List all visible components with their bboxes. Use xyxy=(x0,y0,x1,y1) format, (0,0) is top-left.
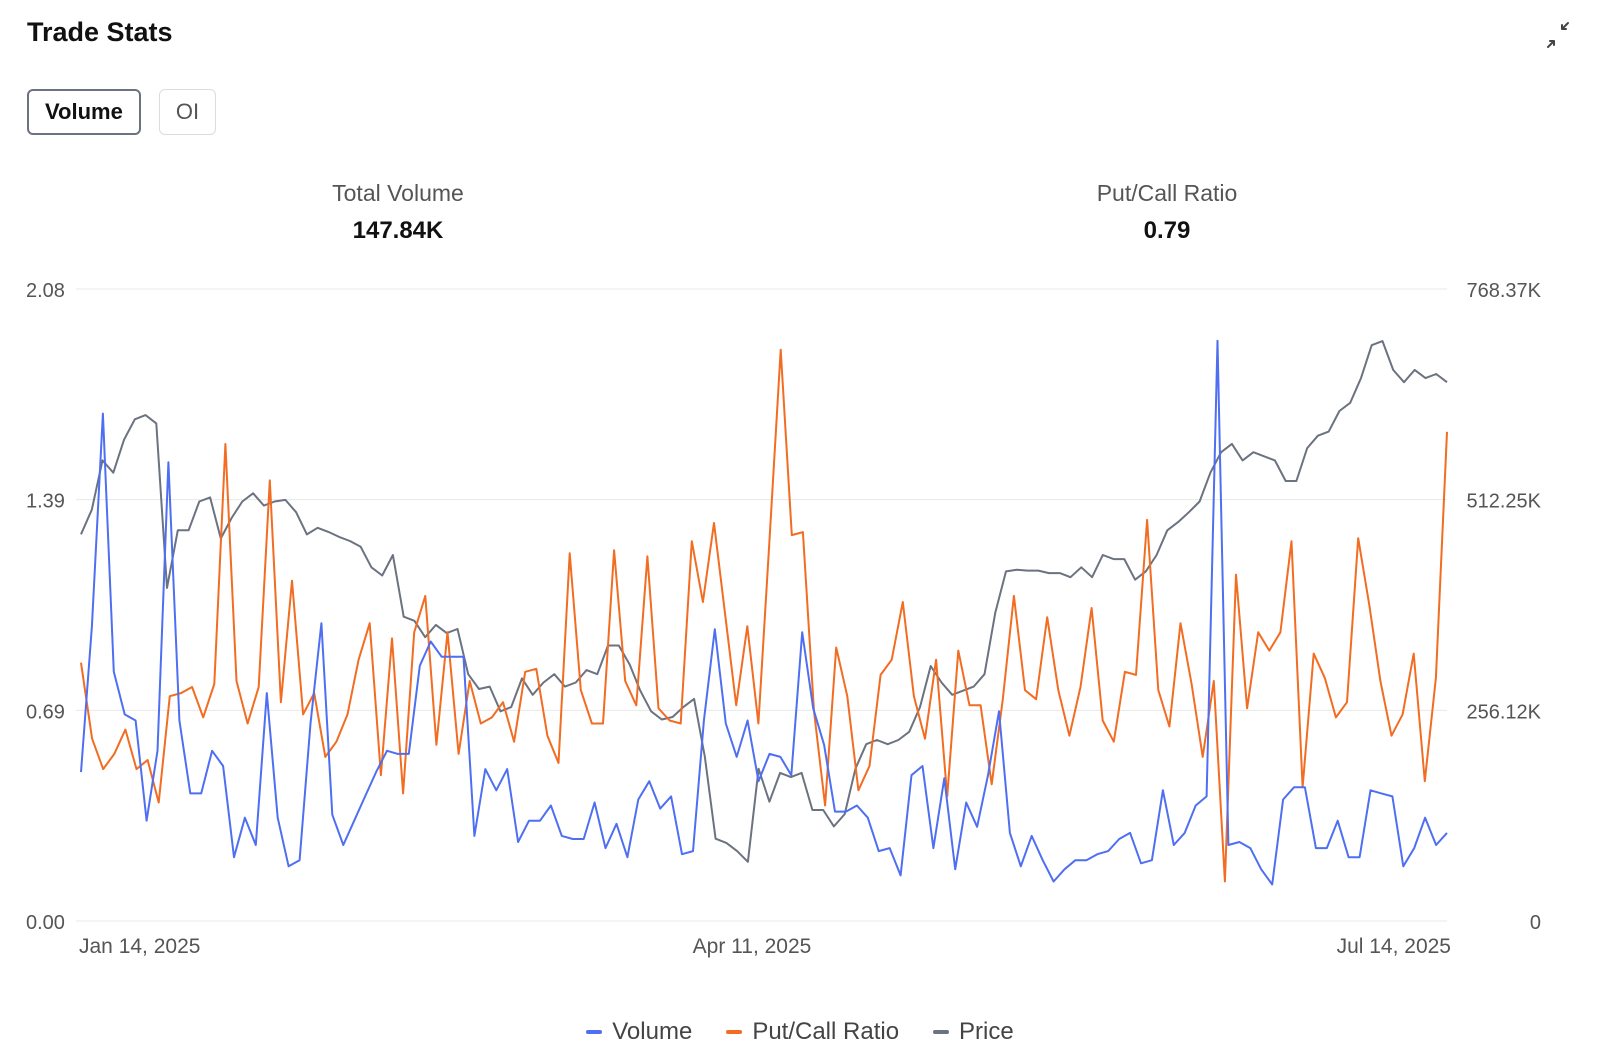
total-volume-stat: Total Volume 147.84K xyxy=(248,180,548,245)
tab-volume[interactable]: Volume xyxy=(27,89,141,135)
put-call-ratio-value: 0.79 xyxy=(1143,217,1191,244)
collapse-arrows-icon xyxy=(1547,22,1569,48)
y-right-tick-label: 768.37K xyxy=(1466,280,1541,302)
x-tick-label: Apr 11, 2025 xyxy=(693,935,812,958)
legend-label-put-call-ratio: Put/Call Ratio xyxy=(752,1018,900,1045)
y-left-tick-label: 1.39 xyxy=(26,491,65,513)
price-line xyxy=(80,340,1448,863)
y-left-tick-label: 0.69 xyxy=(26,701,65,723)
legend-swatch-price xyxy=(933,1030,950,1034)
y-right-tick-label: 256.12K xyxy=(1466,701,1541,723)
tab-bar: Volume OI xyxy=(27,89,217,135)
y-right-tick-label: 512.25K xyxy=(1466,491,1541,513)
legend-swatch-volume xyxy=(586,1030,603,1034)
x-tick-label: Jul 14, 2025 xyxy=(1337,935,1451,958)
put-call-ratio-label: Put/Call Ratio xyxy=(1096,180,1238,206)
legend-item-put-call-ratio[interactable]: Put/Call Ratio xyxy=(726,1018,899,1046)
put-call-ratio-stat: Put/Call Ratio 0.79 xyxy=(1017,180,1317,245)
legend-label-price: Price xyxy=(959,1018,1014,1045)
legend-item-volume[interactable]: Volume xyxy=(586,1018,692,1046)
collapse-button[interactable] xyxy=(1546,18,1582,54)
y-left-tick-label: 2.08 xyxy=(26,280,65,302)
legend-swatch-put-call-ratio xyxy=(726,1030,743,1034)
volume-line xyxy=(80,339,1448,886)
y-left-tick-label: 0.00 xyxy=(26,912,65,934)
y-right-tick-label: 0 xyxy=(1530,912,1541,934)
page-title: Trade Stats xyxy=(27,17,173,47)
total-volume-value: 147.84K xyxy=(352,217,444,244)
legend-item-price[interactable]: Price xyxy=(933,1018,1014,1046)
trade-stats-chart: 2.08 768.37K 1.39 512.25K 0.69 256.12K 0.00 0 Ja… xyxy=(26,280,1542,958)
chart-legend: Volume Put/Call Ratio Price xyxy=(0,1018,1600,1046)
put-call-ratio-line xyxy=(80,348,1448,883)
total-volume-label: Total Volume xyxy=(332,180,464,206)
legend-label-volume: Volume xyxy=(612,1018,693,1045)
x-tick-label: Jan 14, 2025 xyxy=(79,935,200,958)
tab-oi[interactable]: OI xyxy=(158,89,217,135)
